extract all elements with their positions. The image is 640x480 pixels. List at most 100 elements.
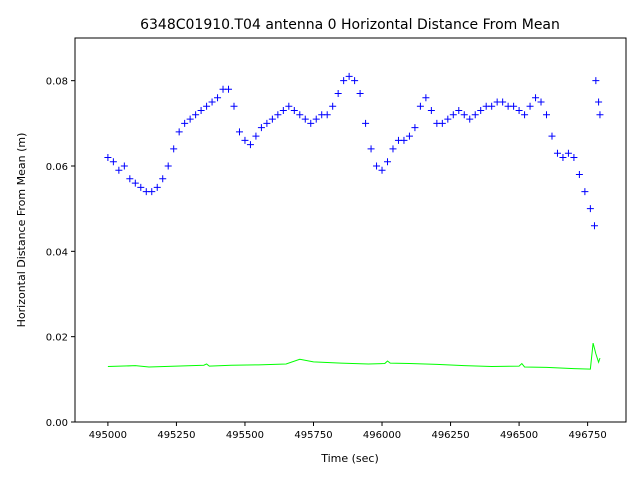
data-point-marker — [362, 119, 370, 127]
data-point-marker — [159, 175, 167, 183]
data-point-marker — [340, 77, 348, 85]
data-point-marker — [595, 98, 603, 106]
x-tick-label: 495000 — [89, 430, 127, 441]
data-point-marker — [438, 119, 446, 127]
y-axis-label: Horizontal Distance From Mean (m) — [15, 133, 28, 328]
data-point-marker — [581, 188, 589, 196]
series-position-scatter — [104, 72, 604, 230]
data-point-marker — [543, 111, 551, 119]
data-point-marker — [230, 102, 238, 110]
data-point-marker — [148, 188, 156, 196]
data-point-marker — [400, 136, 408, 144]
y-tick-label: 0.06 — [46, 162, 68, 173]
data-point-marker — [274, 111, 282, 119]
data-point-marker — [120, 162, 128, 170]
y-tick-label: 0.08 — [46, 77, 68, 88]
data-point-marker — [427, 107, 435, 115]
data-point-marker — [521, 111, 529, 119]
y-tick-label: 0.02 — [46, 333, 68, 344]
data-point-marker — [192, 111, 200, 119]
data-point-marker — [389, 145, 397, 153]
data-point-marker — [301, 115, 309, 123]
data-point-marker — [592, 77, 600, 85]
y-tick-label: 0.00 — [46, 418, 68, 429]
data-point-marker — [214, 94, 222, 102]
data-point-marker — [126, 175, 134, 183]
x-tick-label: 496000 — [363, 430, 401, 441]
data-point-marker — [323, 111, 331, 119]
data-point-marker — [553, 149, 561, 157]
data-point-marker — [471, 111, 479, 119]
data-point-marker — [515, 107, 523, 115]
x-tick-label: 495750 — [294, 430, 332, 441]
series-uncertainty-line — [107, 342, 601, 370]
data-point-marker — [115, 166, 123, 174]
data-point-marker — [384, 158, 392, 166]
data-point-marker — [477, 107, 485, 115]
data-point-marker — [575, 171, 583, 179]
data-point-marker — [351, 77, 359, 85]
data-point-marker — [449, 111, 457, 119]
data-point-marker — [257, 124, 265, 132]
data-point-marker — [367, 145, 375, 153]
data-line — [107, 342, 601, 370]
data-point-marker — [203, 102, 211, 110]
data-point-marker — [197, 107, 205, 115]
x-tick-label: 496500 — [500, 430, 538, 441]
data-point-marker — [334, 89, 342, 97]
data-point-marker — [137, 183, 145, 191]
data-point-marker — [109, 158, 117, 166]
data-point-marker — [312, 115, 320, 123]
data-point-marker — [164, 162, 172, 170]
data-point-marker — [548, 132, 556, 140]
data-point-marker — [186, 115, 194, 123]
data-point-marker — [373, 162, 381, 170]
data-point-marker — [488, 102, 496, 110]
data-point-marker — [208, 98, 216, 106]
data-point-marker — [532, 94, 540, 102]
data-point-marker — [241, 136, 249, 144]
data-point-marker — [181, 119, 189, 127]
data-point-marker — [444, 115, 452, 123]
plot-frame — [74, 37, 627, 423]
data-point-marker — [586, 205, 594, 213]
data-point-marker — [378, 166, 386, 174]
data-point-marker — [596, 111, 604, 119]
x-tick-label: 495250 — [157, 430, 195, 441]
plot-area — [75, 38, 626, 422]
data-point-marker — [225, 85, 233, 93]
y-axis-ticks: 0.00 0.02 0.04 0.06 0.08 — [46, 77, 75, 429]
data-point-marker — [526, 102, 534, 110]
data-point-marker — [104, 153, 112, 161]
data-point-marker — [307, 119, 315, 127]
data-point-marker — [285, 102, 293, 110]
data-point-marker — [510, 102, 518, 110]
data-point-marker — [175, 128, 183, 136]
data-point-marker — [252, 132, 260, 140]
x-axis-label: Time (sec) — [320, 452, 379, 465]
data-point-marker — [416, 102, 424, 110]
data-point-marker — [537, 98, 545, 106]
data-point-marker — [131, 179, 139, 187]
data-point-marker — [296, 111, 304, 119]
x-axis-ticks: 495000 495250 495500 495750 496000 496250 4965… — [89, 422, 607, 441]
data-point-marker — [466, 115, 474, 123]
data-point-marker — [345, 72, 353, 80]
y-tick-label: 0.04 — [46, 247, 68, 258]
data-point-marker — [263, 119, 271, 127]
data-point-marker — [153, 183, 161, 191]
data-point-marker — [235, 128, 243, 136]
data-point-marker — [422, 94, 430, 102]
data-point-marker — [246, 141, 254, 149]
data-point-marker — [268, 115, 276, 123]
data-point-marker — [329, 102, 337, 110]
data-point-marker — [460, 111, 468, 119]
data-point-marker — [405, 132, 413, 140]
data-point-marker — [279, 107, 287, 115]
data-point-marker — [290, 107, 298, 115]
chart-title: 6348C01910.T04 antenna 0 Horizontal Dist… — [140, 17, 560, 33]
data-point-marker — [564, 149, 572, 157]
data-point-marker — [559, 153, 567, 161]
x-tick-label: 496750 — [569, 430, 607, 441]
